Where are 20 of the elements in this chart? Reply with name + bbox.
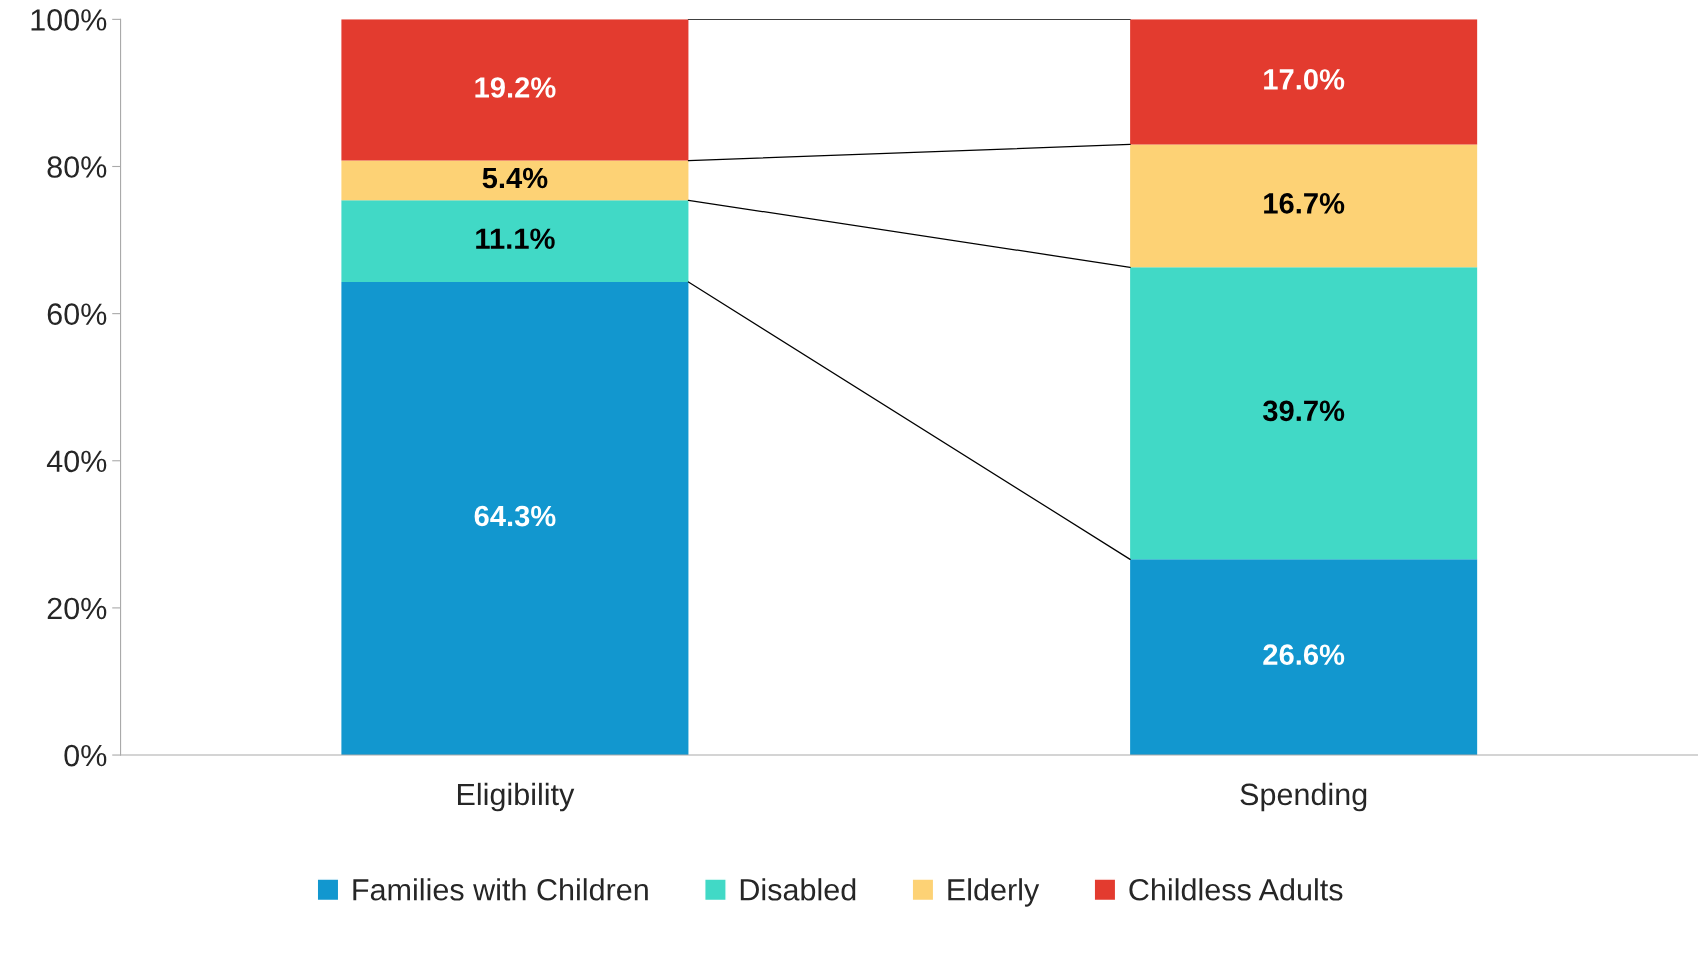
y-tick-label: 20% bbox=[47, 597, 107, 620]
data-label: 26.6% bbox=[1263, 644, 1345, 666]
x-tick-label: Eligibility bbox=[457, 782, 575, 812]
x-tick-label: Spending bbox=[1240, 782, 1367, 812]
data-label: 17.0% bbox=[1264, 69, 1345, 90]
legend-label: Families with Children bbox=[353, 878, 648, 901]
data-label: 64.3% bbox=[474, 505, 556, 527]
data-label: 39.7% bbox=[1262, 400, 1345, 422]
data-label: 16.7% bbox=[1264, 193, 1345, 214]
y-tick-label: 60% bbox=[47, 303, 107, 325]
legend-label: Elderly bbox=[948, 878, 1040, 907]
y-tick-label: 80% bbox=[47, 156, 107, 178]
data-label: 5.4% bbox=[482, 167, 548, 189]
data-label: 19.2% bbox=[475, 77, 556, 98]
legend-label: Disabled bbox=[740, 878, 856, 901]
legend-label: Childless Adults bbox=[1129, 878, 1343, 901]
y-tick-label: 100% bbox=[31, 9, 107, 31]
data-label: 11.1% bbox=[476, 228, 555, 249]
y-tick-label: 0% bbox=[64, 744, 107, 767]
y-tick-label: 40% bbox=[46, 450, 107, 473]
